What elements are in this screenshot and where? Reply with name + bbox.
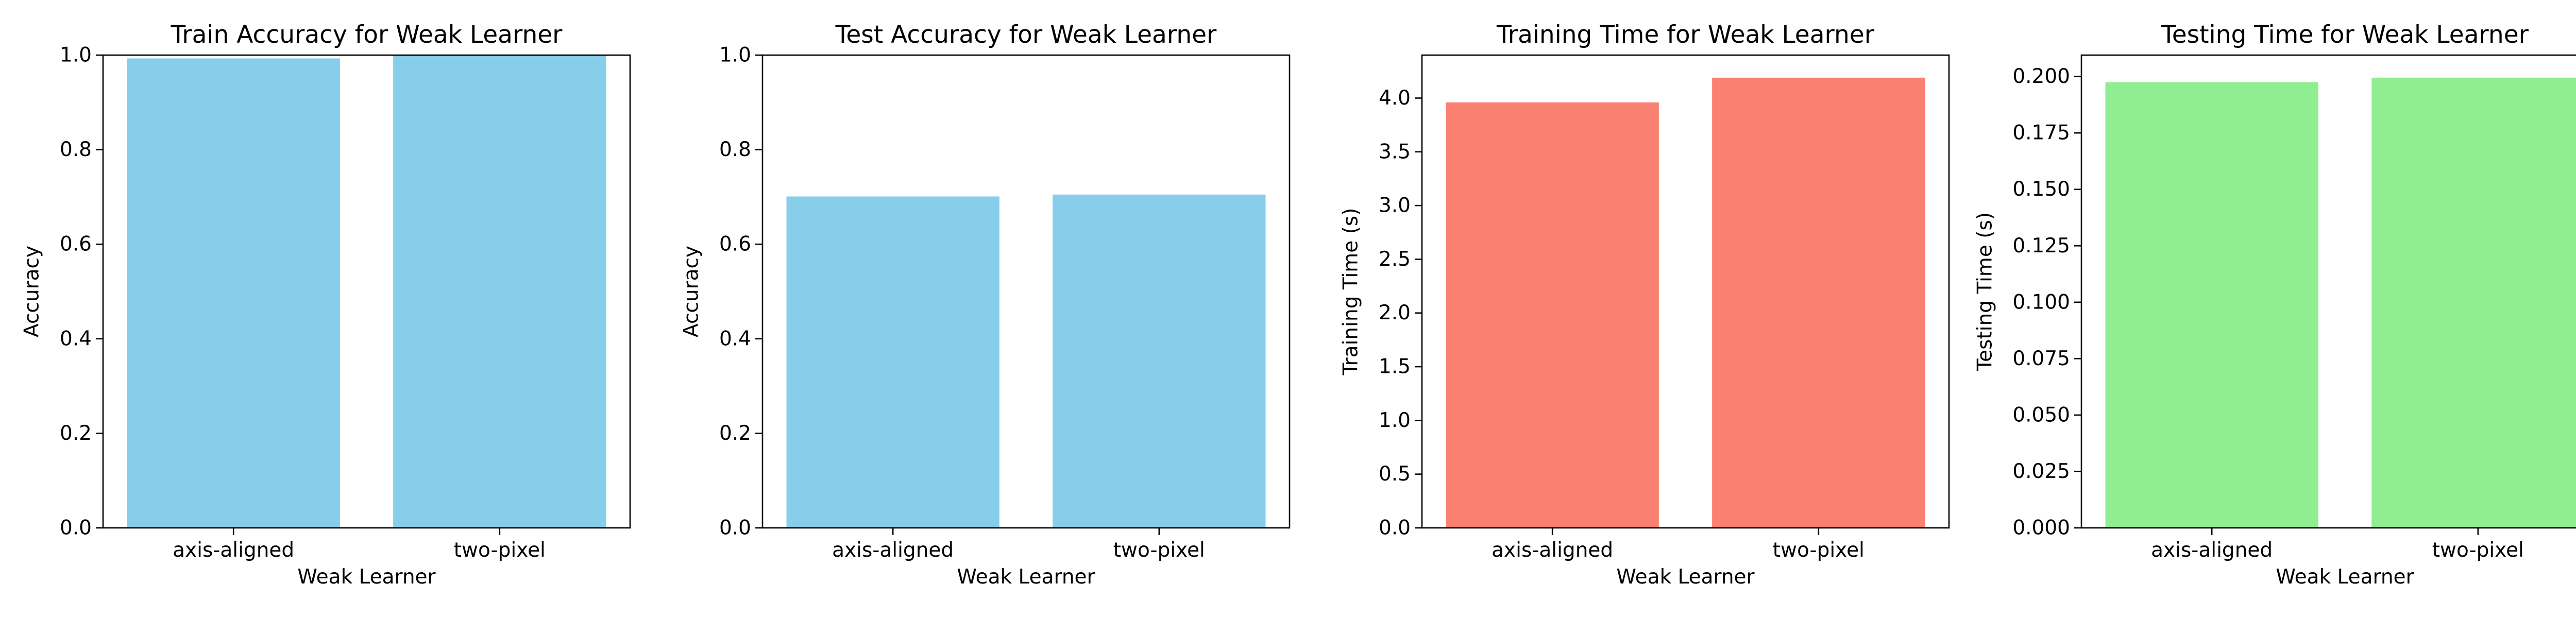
y-tick-label: 0.000	[2012, 517, 2070, 540]
y-tick-label: 0.4	[719, 327, 751, 350]
y-tick-label: 1.0	[1379, 409, 1411, 432]
y-axis-label: Accuracy	[680, 246, 703, 337]
bar-two-pixel	[1053, 194, 1266, 528]
y-tick-label: 2.0	[1379, 301, 1411, 324]
bar-axis-aligned	[2105, 82, 2318, 528]
x-tick-label: axis-aligned	[1492, 539, 1613, 562]
bar-two-pixel	[2371, 77, 2576, 528]
y-tick-label: 0.8	[60, 138, 92, 161]
x-tick-label: axis-aligned	[173, 539, 294, 562]
y-tick-label: 0.5	[1379, 462, 1411, 486]
bar-axis-aligned	[786, 196, 999, 528]
y-tick-label: 0.6	[60, 233, 92, 256]
x-tick-label: axis-aligned	[832, 539, 954, 562]
y-tick-label: 1.0	[60, 44, 92, 67]
y-tick-label: 0.6	[719, 233, 751, 256]
bar-axis-aligned	[127, 58, 340, 528]
chart-3: 0.0 0.5 1.0 1.5 2.0 2.5 3.0 3.5 4.0 axis-aligned t…	[1340, 21, 1950, 589]
y-tick-label: 0.0	[719, 517, 751, 540]
y-axis-label: Testing Time (s)	[1974, 212, 1997, 371]
chart-2: 0.0 0.2 0.4 0.6 0.8 1.0 axis-aligned two-pixel W…	[680, 21, 1291, 589]
y-tick-label: 0.150	[2012, 178, 2070, 201]
axes-frame	[2080, 54, 2576, 529]
y-tick-label: 0.050	[2012, 403, 2070, 426]
y-tick-label: 2.5	[1379, 248, 1411, 271]
y-tick-label: 0.0	[1379, 517, 1411, 540]
x-axis-label: Weak Learner	[1616, 565, 1755, 589]
chart-title: Training Time for Weak Learner	[1496, 21, 1875, 49]
y-tick-label: 0.075	[2012, 347, 2070, 370]
bar-two-pixel	[1712, 77, 1925, 528]
chart-1: 0.0 0.2 0.4 0.6 0.8 1.0 axis-aligned two-pixel W…	[21, 21, 631, 589]
y-axis-label: Accuracy	[21, 246, 44, 337]
y-tick-label: 4.0	[1379, 87, 1411, 110]
y-tick-label: 0.100	[2012, 290, 2070, 314]
axes-frame	[1421, 54, 1950, 529]
chart-title: Testing Time for Weak Learner	[2161, 21, 2529, 49]
x-tick-label: two-pixel	[1113, 539, 1205, 562]
y-tick-label: 0.200	[2012, 65, 2070, 88]
y-tick-label: 0.025	[2012, 460, 2070, 483]
x-axis-label: Weak Learner	[2276, 565, 2414, 589]
y-axis-label: Training Time (s)	[1340, 208, 1363, 376]
x-axis-label: Weak Learner	[957, 565, 1095, 589]
x-tick-label: two-pixel	[1773, 539, 1865, 562]
bar-axis-aligned	[1446, 102, 1659, 528]
y-tick-label: 0.4	[60, 327, 92, 350]
x-tick-label: axis-aligned	[2151, 539, 2273, 562]
y-tick-label: 0.125	[2012, 234, 2070, 258]
x-tick-label: two-pixel	[2432, 539, 2524, 562]
chart-title: Train Accuracy for Weak Learner	[171, 21, 563, 49]
y-tick-label: 0.175	[2012, 122, 2070, 145]
y-tick-label: 1.5	[1379, 355, 1411, 379]
x-axis-label: Weak Learner	[297, 565, 436, 589]
y-tick-label: 0.8	[719, 138, 751, 161]
chart-title: Test Accuracy for Weak Learner	[835, 21, 1217, 49]
y-tick-label: 1.0	[719, 44, 751, 67]
chart-4: 0.000 0.025 0.050 0.075 0.100 0.125 0.150 0.175…	[1974, 21, 2576, 589]
y-tick-label: 0.0	[60, 517, 92, 540]
x-tick-label: two-pixel	[454, 539, 546, 562]
y-tick-label: 3.5	[1379, 140, 1411, 163]
bar-two-pixel	[393, 55, 606, 528]
y-tick-label: 0.2	[60, 422, 92, 445]
axes-frame	[102, 54, 631, 529]
y-tick-label: 0.2	[719, 422, 751, 445]
axes-frame	[761, 54, 1291, 529]
y-tick-label: 3.0	[1379, 194, 1411, 217]
